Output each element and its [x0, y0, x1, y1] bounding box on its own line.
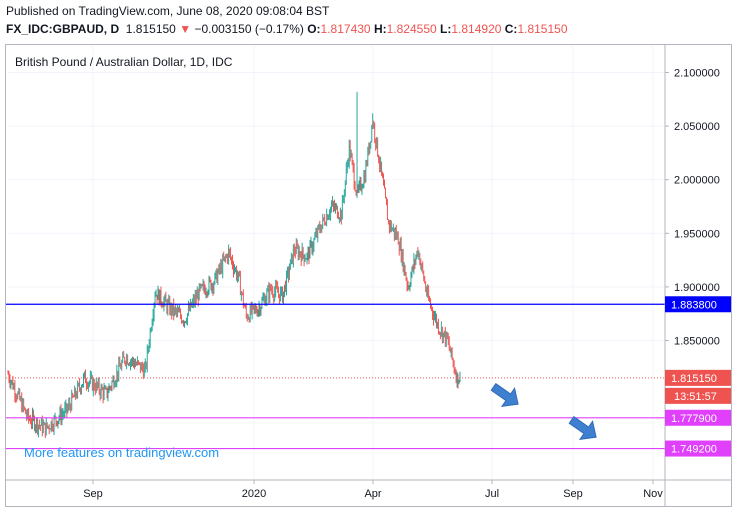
low-value: 1.814920: [451, 22, 502, 36]
tradingview-watermark[interactable]: More features on tradingview.com: [24, 445, 219, 460]
y-tick-label: 2.050000: [674, 121, 720, 133]
y-tick-label: 1.950000: [674, 228, 720, 240]
open-value: 1.817430: [320, 22, 371, 36]
y-tick-label: 2.000000: [674, 175, 720, 187]
last-price: 1.815150: [125, 22, 176, 36]
open-label: O:: [307, 22, 321, 36]
price-tags: 1.883800 1.777900 1.749200 1.815150 13:51:57: [665, 296, 731, 457]
level-price-tag: [665, 296, 731, 313]
forecast-arrow-icon[interactable]: [487, 378, 524, 413]
y-tick-label: 2.100000: [674, 68, 720, 80]
change-arrow-icon: ▼: [179, 22, 192, 36]
low-label: L:: [440, 22, 452, 36]
quote-line: FX_IDC:GBPAUD, D 1.815150 ▼ −0.003150 (−…: [6, 22, 568, 36]
high-label: H:: [373, 22, 387, 36]
x-tick-label: Sep: [83, 488, 103, 500]
level-price-tag-label: 1.883800: [671, 299, 717, 311]
level-price-tag: [665, 440, 731, 457]
close-label: C:: [504, 22, 518, 36]
last-price-tag-label: 1.815150: [671, 373, 717, 385]
level-price-tag-label: 1.777900: [671, 413, 717, 425]
x-tick-label: Nov: [643, 488, 663, 500]
time-axis[interactable]: Sep 2020 Apr Jul Sep Nov: [83, 480, 663, 500]
close-value: 1.815150: [517, 22, 568, 36]
grid-lines: [8, 46, 664, 479]
y-tick-label: 1.900000: [674, 282, 720, 294]
symbol-label: FX_IDC:GBPAUD, D: [6, 22, 120, 36]
change-value: −0.003150 (−0.17%): [194, 22, 304, 36]
price-axis[interactable]: 2.100000 2.050000 2.000000 1.950000 1.900000…: [665, 68, 720, 348]
x-tick-label: Apr: [364, 488, 381, 500]
countdown-tag-label: 13:51:57: [674, 391, 717, 403]
candles: [7, 91, 461, 439]
chart-title: British Pound / Australian Dollar, 1D, I…: [15, 55, 233, 69]
level-price-tag-label: 1.749200: [671, 444, 717, 456]
last-price-tag: [665, 369, 731, 386]
countdown-tag: [665, 387, 731, 404]
x-tick-label: Jul: [485, 488, 499, 500]
x-tick-label: Sep: [563, 488, 583, 500]
high-value: 1.824550: [386, 22, 437, 36]
chart-frame: [5, 44, 732, 507]
level-price-tag: [665, 409, 731, 426]
published-caption: Published on TradingView.com, June 08, 2…: [6, 4, 330, 18]
horizontal-lines: [6, 303, 665, 450]
x-tick-label: 2020: [242, 488, 266, 500]
forecast-arrow-icon[interactable]: [565, 411, 602, 446]
y-tick-label: 1.850000: [674, 336, 720, 348]
forecast-arrows: [487, 378, 602, 446]
